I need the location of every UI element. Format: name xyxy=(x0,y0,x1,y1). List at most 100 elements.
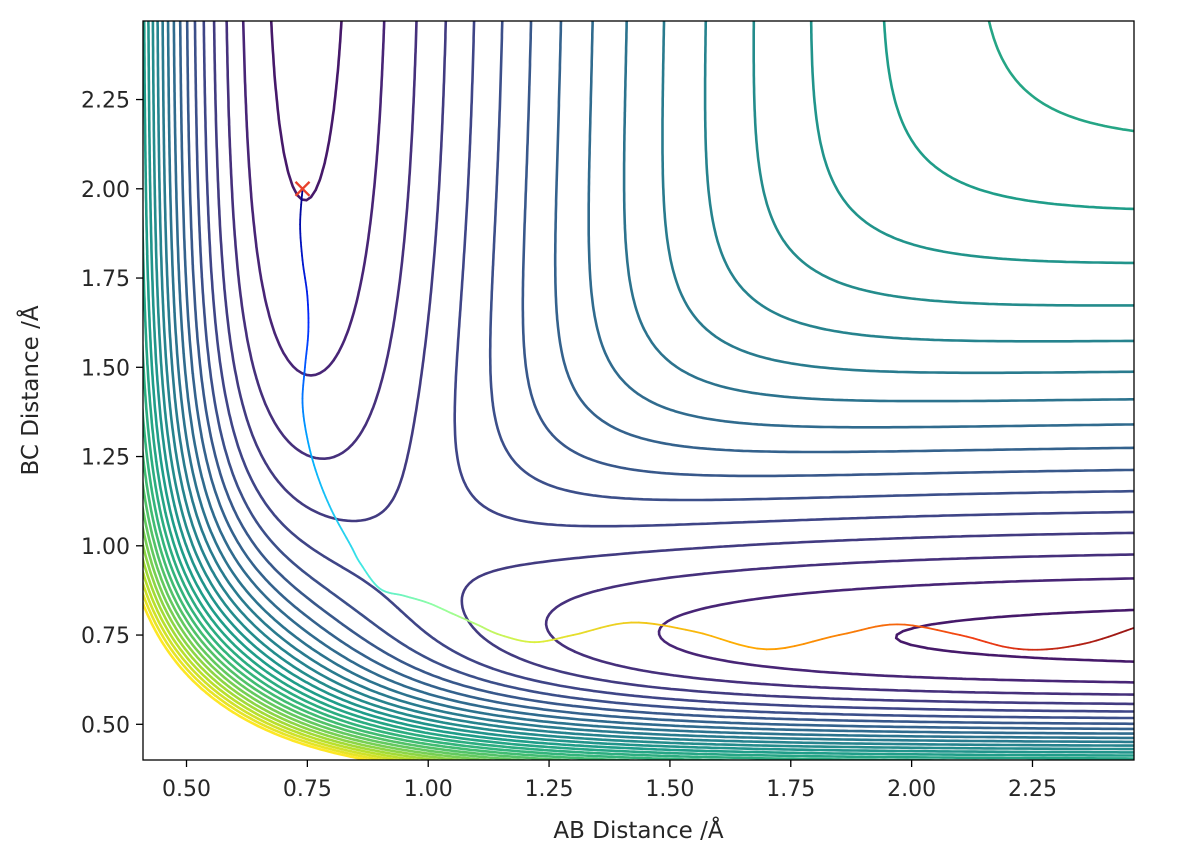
trajectory-segment xyxy=(645,622,655,625)
trajectory-segment xyxy=(1067,644,1075,648)
trajectory-segment xyxy=(996,644,1004,648)
trajectory-segment xyxy=(701,632,713,637)
trajectory-segment xyxy=(693,630,704,635)
trajectory-segment xyxy=(867,625,877,630)
trajectory-segment xyxy=(903,623,914,627)
contour-line xyxy=(143,522,501,760)
trajectory-segment xyxy=(990,642,999,647)
trajectory-segment xyxy=(1107,633,1116,638)
trajectory-segment xyxy=(951,632,961,636)
x-axis-label: AB Distance /Å xyxy=(553,816,723,844)
y-axis-label: BC Distance /Å xyxy=(16,305,44,475)
y-tick-label: 0.50 xyxy=(81,713,130,738)
x-tick-label: 1.75 xyxy=(766,777,815,802)
trajectory-segment xyxy=(747,646,759,650)
trajectory-segment xyxy=(1056,646,1064,650)
contour-line xyxy=(143,400,776,760)
trajectory-segment xyxy=(846,630,856,635)
trajectory-segment xyxy=(1089,639,1098,644)
trajectory-segment xyxy=(1114,631,1122,636)
y-tick-label: 1.75 xyxy=(81,267,130,292)
x-tick-label: 0.50 xyxy=(162,777,211,802)
contour-line xyxy=(241,21,1134,684)
trajectory-segment xyxy=(959,634,968,638)
contour-line xyxy=(269,21,1134,663)
trajectory-segment xyxy=(1073,643,1081,647)
contour-line xyxy=(143,444,657,760)
trajectory-segment xyxy=(684,628,695,633)
x-tick-label: 2.00 xyxy=(887,777,936,802)
trajectory-segment xyxy=(728,640,740,646)
trajectory-segment xyxy=(1119,629,1128,634)
trajectory-segment xyxy=(853,628,863,633)
x-tick-label: 2.25 xyxy=(1008,777,1057,802)
trajectory-segment xyxy=(578,630,588,635)
contour-line xyxy=(143,476,587,760)
contour-line xyxy=(143,539,472,760)
contour-line xyxy=(161,21,1134,744)
contour-line xyxy=(202,21,1134,713)
trajectory-segment xyxy=(1001,645,1010,649)
trajectory-segment xyxy=(622,621,633,625)
trajectory-segment xyxy=(676,627,687,631)
y-tick-label: 1.25 xyxy=(81,446,130,471)
trajectory-segment xyxy=(984,640,993,645)
contour-line xyxy=(147,21,1134,754)
trajectory-segment xyxy=(660,624,671,628)
trajectory-segment xyxy=(784,645,796,649)
y-tick-label: 0.75 xyxy=(81,624,130,649)
trajectory-segment xyxy=(599,625,610,629)
trajectory-segment xyxy=(944,630,954,635)
trajectory-segment xyxy=(566,634,575,638)
trajectory-segment xyxy=(572,632,581,636)
contour-line xyxy=(143,21,1134,760)
trajectory-segment xyxy=(710,635,722,640)
plot-frame xyxy=(142,20,1135,761)
contour-line xyxy=(178,21,1134,731)
trajectory-segment xyxy=(860,627,870,631)
trajectory-segment xyxy=(653,623,663,627)
trajectory-segment xyxy=(881,623,891,627)
trajectory-segment xyxy=(738,643,750,648)
contour-line xyxy=(212,21,1134,706)
trajectory-segment xyxy=(978,639,987,643)
trajectory-segment xyxy=(911,624,922,628)
trajectory-segment xyxy=(607,623,617,627)
trajectory-segment xyxy=(802,640,814,645)
trajectory-segment xyxy=(829,634,841,638)
trajectory-segment xyxy=(821,635,832,641)
contour-line xyxy=(143,21,1134,757)
trajectory-segment xyxy=(928,627,939,631)
trajectory-segment xyxy=(337,523,343,530)
contour-line xyxy=(143,568,425,760)
trajectory-segment xyxy=(965,635,975,640)
trajectory-segment xyxy=(335,518,340,526)
contour-line xyxy=(156,21,1134,747)
trajectory-segment xyxy=(1078,642,1086,646)
trajectory-segment xyxy=(972,637,981,641)
x-tick-label: 1.50 xyxy=(645,777,694,802)
x-axis-ticks: 0.50 0.75 1.00 1.25 1.50 1.75 2.00 2.25 xyxy=(162,760,1057,802)
x-tick-label: 0.75 xyxy=(283,777,332,802)
contour-line xyxy=(151,21,1134,751)
x-tick-label: 1.25 xyxy=(525,777,574,802)
y-tick-label: 1.00 xyxy=(81,535,130,560)
trajectory-segment xyxy=(668,625,679,630)
trajectory-segment xyxy=(812,638,823,643)
trajectory-segment xyxy=(1084,641,1092,645)
trajectory-segment xyxy=(874,624,884,628)
contour-line xyxy=(143,590,390,760)
start-marker-stroke xyxy=(294,180,311,197)
trajectory-segment xyxy=(920,625,931,630)
y-axis-ticks: 0.50 0.75 1.00 1.25 1.50 1.75 2.00 2.25 xyxy=(81,89,143,738)
start-marker xyxy=(294,180,311,197)
y-tick-label: 1.50 xyxy=(81,356,130,381)
trajectory-path xyxy=(299,187,1134,651)
trajectory-segment xyxy=(561,635,569,639)
contour-line xyxy=(185,21,1134,726)
trajectory-segment xyxy=(719,638,731,643)
trajectory-segment xyxy=(1062,645,1070,649)
trajectory-segment xyxy=(592,626,602,631)
trajectory-segment xyxy=(585,628,595,633)
